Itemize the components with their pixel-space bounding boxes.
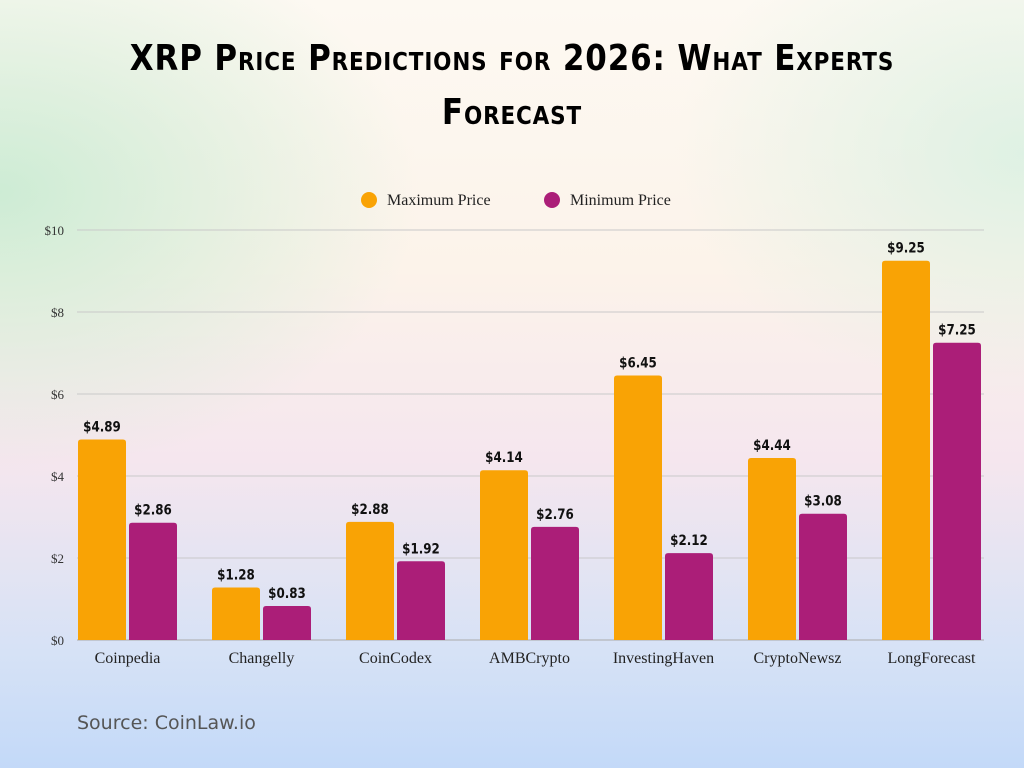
legend-label: Maximum Price xyxy=(387,192,491,209)
data-label: $9.25 xyxy=(887,241,925,257)
legend-marker xyxy=(544,192,560,208)
data-label: $2.76 xyxy=(536,507,574,523)
data-label: $2.86 xyxy=(134,503,172,519)
data-label: $2.12 xyxy=(670,533,708,549)
y-tick-label: $10 xyxy=(45,223,65,238)
data-label: $3.08 xyxy=(804,494,842,510)
x-tick-label: CoinCodex xyxy=(359,650,432,667)
data-label: $7.25 xyxy=(938,323,976,339)
y-tick-label: $6 xyxy=(51,387,65,402)
x-tick-label: AMBCrypto xyxy=(489,650,570,667)
data-label: $4.89 xyxy=(83,420,121,436)
bar-minimum-price xyxy=(531,526,579,640)
x-tick-label: InvestingHaven xyxy=(613,650,714,667)
x-tick-label: CryptoNewsz xyxy=(754,650,842,667)
bar-maximum-price xyxy=(78,439,126,640)
bar-maximum-price xyxy=(882,260,930,640)
data-label: $4.14 xyxy=(485,450,523,466)
data-label: $2.88 xyxy=(351,502,389,518)
data-label: $1.92 xyxy=(402,541,440,557)
bar-maximum-price xyxy=(614,375,662,640)
bar-minimum-price xyxy=(397,561,445,640)
bar-minimum-price xyxy=(933,342,981,640)
bar-maximum-price xyxy=(748,457,796,640)
bar-minimum-price xyxy=(799,513,847,640)
bar-maximum-price xyxy=(346,521,394,640)
y-tick-label: $2 xyxy=(51,551,64,566)
x-tick-label: Changelly xyxy=(229,650,295,667)
x-tick-label: Coinpedia xyxy=(95,650,161,667)
legend-label: Minimum Price xyxy=(570,192,671,209)
legend-marker xyxy=(361,192,377,208)
bar-maximum-price xyxy=(480,470,528,640)
bar-minimum-price xyxy=(263,605,311,640)
y-tick-label: $4 xyxy=(51,469,65,484)
source-note: Source: CoinLaw.io xyxy=(77,712,256,734)
bar-maximum-price xyxy=(212,587,260,640)
bar-minimum-price xyxy=(129,522,177,640)
y-tick-label: $0 xyxy=(51,633,64,648)
data-label: $1.28 xyxy=(217,568,255,584)
data-label: $4.44 xyxy=(753,438,791,454)
y-tick-label: $8 xyxy=(51,305,64,320)
chart-title: XRP Price Predictions for 2026: What Exp… xyxy=(129,38,895,133)
x-tick-label: LongForecast xyxy=(888,650,977,667)
bar-minimum-price xyxy=(665,553,713,640)
data-label: $0.83 xyxy=(268,586,306,602)
data-label: $6.45 xyxy=(619,356,657,372)
